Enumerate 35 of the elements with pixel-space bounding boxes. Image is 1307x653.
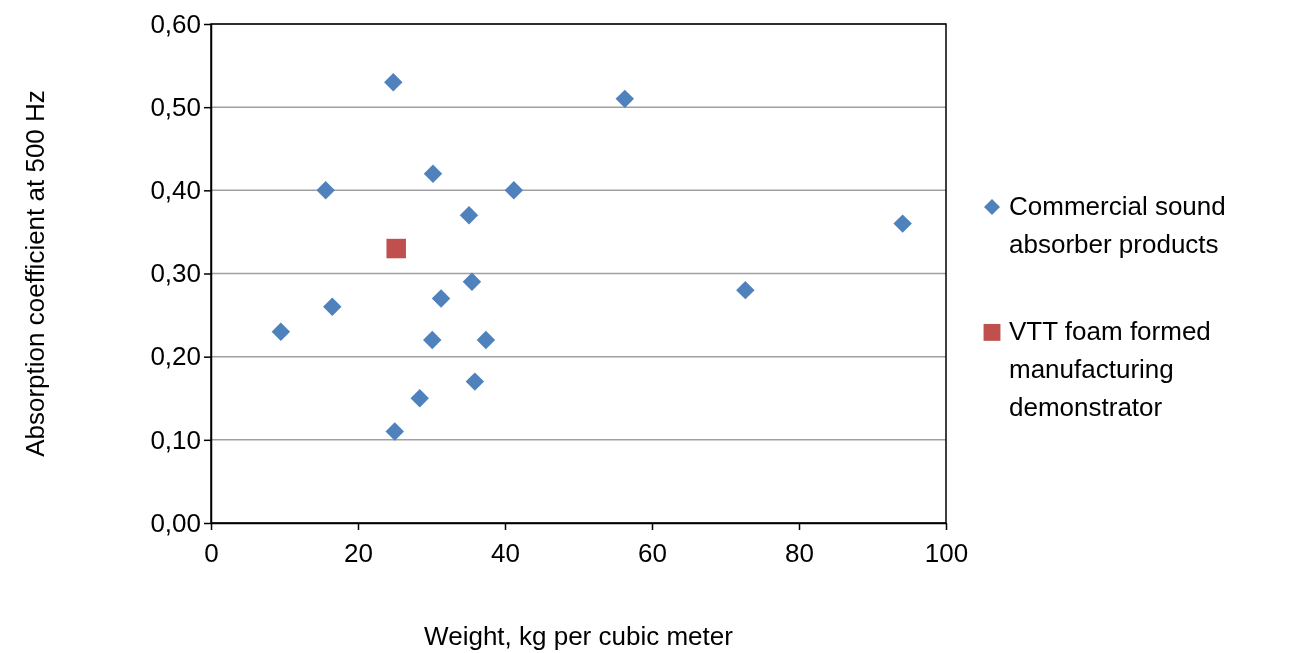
y-tick-label: 0,00 xyxy=(150,507,201,538)
point xyxy=(410,389,429,408)
point xyxy=(431,289,451,308)
y-tick-label: 0,50 xyxy=(150,91,201,122)
point xyxy=(384,73,403,92)
x-tick-label: 0 xyxy=(204,537,219,568)
point xyxy=(476,330,496,350)
x-tick-label: 40 xyxy=(491,537,520,568)
point xyxy=(316,181,335,200)
y-tick-label: 0,30 xyxy=(150,258,201,289)
point xyxy=(615,89,635,109)
point xyxy=(459,206,479,225)
x-tick-label: 100 xyxy=(924,537,969,568)
y-tick-label: 0,10 xyxy=(150,424,201,455)
y-tick-label: 0,60 xyxy=(150,8,201,39)
legend-label: Commercial sound absorber products xyxy=(1009,191,1226,259)
point xyxy=(504,181,524,200)
legend-label: VTT foam formed manufacturing demonstrator xyxy=(1009,316,1211,422)
point xyxy=(323,297,342,316)
point xyxy=(465,372,485,391)
point xyxy=(893,214,912,233)
point xyxy=(271,322,291,341)
y-tick-label: 0,20 xyxy=(150,341,201,372)
point xyxy=(462,272,482,292)
y-tick-label: 0,40 xyxy=(150,175,201,206)
x-tick-label: 60 xyxy=(638,537,667,568)
point xyxy=(423,164,443,183)
x-tick-label: 20 xyxy=(344,537,373,568)
y-axis-title: Absorption coefficient at 500 Hz xyxy=(20,90,50,457)
point xyxy=(385,422,404,441)
point xyxy=(423,330,442,350)
x-tick-label: 80 xyxy=(785,537,814,568)
x-axis-title: Weight, kg per cubic meter xyxy=(424,621,734,651)
point xyxy=(736,280,755,300)
point xyxy=(386,238,406,259)
